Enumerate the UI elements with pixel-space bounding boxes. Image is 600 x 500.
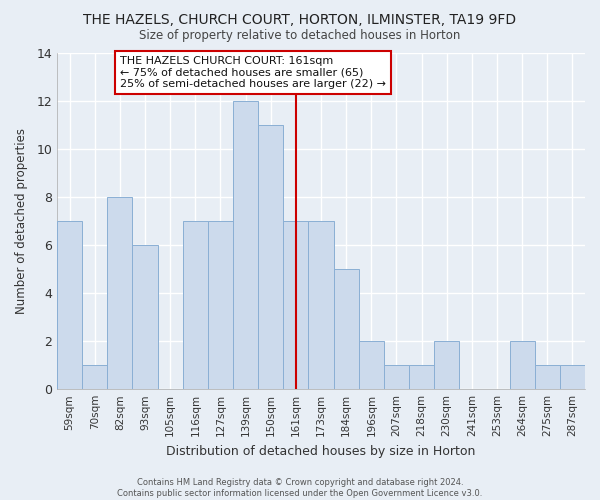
- Bar: [208, 221, 233, 389]
- Bar: [82, 365, 107, 389]
- Bar: [133, 245, 158, 389]
- Bar: [283, 221, 308, 389]
- Bar: [308, 221, 334, 389]
- Text: THE HAZELS, CHURCH COURT, HORTON, ILMINSTER, TA19 9FD: THE HAZELS, CHURCH COURT, HORTON, ILMINS…: [83, 12, 517, 26]
- Bar: [560, 365, 585, 389]
- Bar: [107, 197, 133, 389]
- Bar: [359, 341, 384, 389]
- Text: Size of property relative to detached houses in Horton: Size of property relative to detached ho…: [139, 29, 461, 42]
- Bar: [57, 221, 82, 389]
- Bar: [258, 124, 283, 389]
- Bar: [233, 100, 258, 389]
- Bar: [384, 365, 409, 389]
- Bar: [334, 269, 359, 389]
- Bar: [409, 365, 434, 389]
- X-axis label: Distribution of detached houses by size in Horton: Distribution of detached houses by size …: [166, 444, 476, 458]
- Bar: [183, 221, 208, 389]
- Text: THE HAZELS CHURCH COURT: 161sqm
← 75% of detached houses are smaller (65)
25% of: THE HAZELS CHURCH COURT: 161sqm ← 75% of…: [120, 56, 386, 90]
- Bar: [509, 341, 535, 389]
- Bar: [434, 341, 460, 389]
- Y-axis label: Number of detached properties: Number of detached properties: [15, 128, 28, 314]
- Text: Contains HM Land Registry data © Crown copyright and database right 2024.
Contai: Contains HM Land Registry data © Crown c…: [118, 478, 482, 498]
- Bar: [535, 365, 560, 389]
